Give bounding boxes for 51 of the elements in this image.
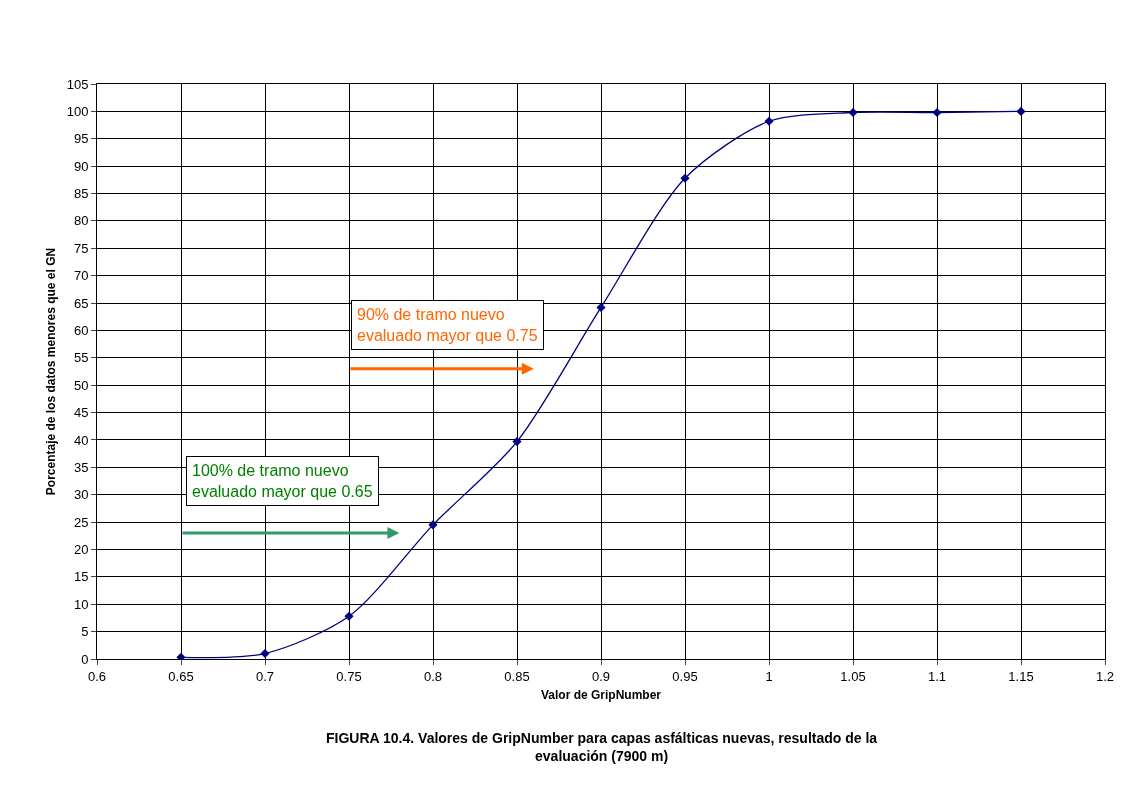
x-tick-label: 0.8 xyxy=(423,668,443,684)
x-tick-label: 0.95 xyxy=(672,668,698,684)
point xyxy=(176,652,186,659)
y-tick-label: 55 xyxy=(73,350,89,366)
y-tick-label: 40 xyxy=(73,432,89,448)
x-axis-title: Valor de GripNumber xyxy=(540,688,662,703)
y-tick-label: 95 xyxy=(73,131,89,147)
y-tick-label: 20 xyxy=(73,542,89,558)
x-tick-label: 1.1 xyxy=(927,668,947,684)
y-axis-title: Porcentaje de los datos menores que el GN xyxy=(44,247,58,496)
y-tick-label: 0 xyxy=(81,651,89,667)
y-tick-label: 15 xyxy=(73,569,89,585)
y-tick-label: 10 xyxy=(73,596,89,612)
y-tick-label: 85 xyxy=(73,186,89,202)
x-tick-label: 0.75 xyxy=(336,668,362,684)
y-tick-label: 50 xyxy=(73,377,89,393)
point xyxy=(680,173,690,183)
y-tick-label: 75 xyxy=(73,240,89,256)
y-tick-label: 80 xyxy=(73,213,89,229)
y-tick-label: 105 xyxy=(66,76,89,92)
annotation: 90% de tramo nuevo evaluado mayor que 0.75 xyxy=(357,306,538,344)
y-tick-label: 70 xyxy=(73,268,89,284)
point xyxy=(344,611,354,621)
x-tick-label: 1 xyxy=(765,668,773,684)
y-tick-label: 5 xyxy=(81,624,89,640)
annotation: 100% de tramo nuevo evaluado mayor que 0.65 xyxy=(192,462,373,500)
x-tick-label: 1.2 xyxy=(1095,668,1115,684)
y-tick-label: 60 xyxy=(73,322,89,338)
point xyxy=(848,107,858,118)
point xyxy=(1016,106,1026,116)
x-tick-label: 1.15 xyxy=(1008,668,1034,684)
point xyxy=(428,520,438,530)
y-tick-label: 30 xyxy=(73,487,89,503)
point xyxy=(260,648,270,659)
y-tick-label: 25 xyxy=(73,514,89,530)
x-tick-label: 0.6 xyxy=(87,668,107,684)
y-tick-label: 90 xyxy=(73,158,89,174)
text: FIGURA 10.4. Valores de GripNumber para capas asfálticas nuevas, resultado de la evaluación (7900 m) xyxy=(326,730,878,765)
x-tick-label: 0.85 xyxy=(504,668,530,684)
x-tick-label: 0.65 xyxy=(168,668,194,684)
point xyxy=(932,107,942,118)
x-tick-label: 0.9 xyxy=(591,668,611,684)
y-tick-label: 100 xyxy=(66,103,89,119)
y-tick-label: 35 xyxy=(73,459,89,475)
x-tick-label: 0.7 xyxy=(255,668,275,684)
point xyxy=(596,302,606,312)
point xyxy=(764,116,774,126)
point xyxy=(512,437,522,447)
y-tick-label: 65 xyxy=(73,295,89,311)
y-tick-label: 45 xyxy=(73,405,89,421)
x-tick-label: 1.05 xyxy=(840,668,866,684)
